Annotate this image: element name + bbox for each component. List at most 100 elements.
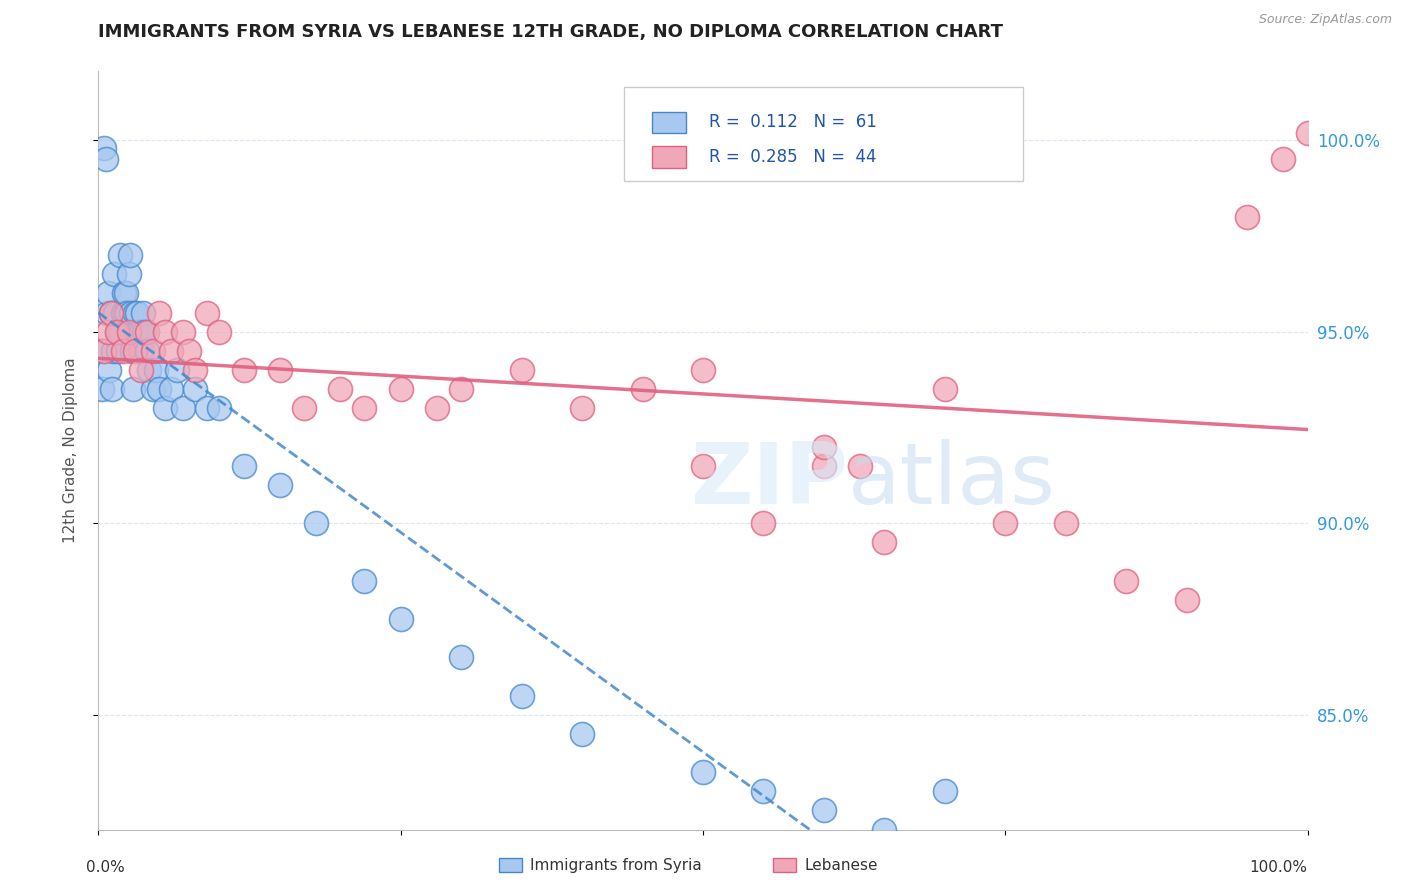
- Text: ZIP: ZIP: [690, 439, 848, 523]
- Point: [91, 343, 114, 358]
- Point: [166, 363, 188, 377]
- Point: [450, 650, 472, 665]
- Point: [108, 248, 131, 262]
- Point: [135, 343, 157, 358]
- Point: [1054, 516, 1077, 531]
- Point: [873, 822, 896, 837]
- Text: 0.0%: 0.0%: [86, 860, 125, 875]
- Point: [160, 343, 183, 358]
- Point: [195, 401, 218, 416]
- Point: [93, 141, 115, 155]
- Point: [118, 325, 141, 339]
- Point: [134, 325, 156, 339]
- Point: [510, 363, 533, 377]
- Point: [93, 343, 115, 358]
- Point: [232, 458, 254, 473]
- Point: [1272, 153, 1295, 167]
- Point: [389, 612, 412, 626]
- Point: [172, 401, 194, 416]
- Point: [292, 401, 315, 416]
- Point: [142, 343, 165, 358]
- Point: [114, 305, 136, 319]
- Text: Immigrants from Syria: Immigrants from Syria: [530, 858, 702, 872]
- Point: [124, 343, 146, 358]
- Point: [94, 153, 117, 167]
- Point: [131, 343, 153, 358]
- Point: [1115, 574, 1137, 588]
- Point: [1236, 210, 1258, 224]
- Point: [195, 305, 218, 319]
- Point: [118, 268, 141, 282]
- Point: [269, 363, 291, 377]
- Point: [184, 363, 207, 377]
- Point: [269, 478, 291, 492]
- Point: [97, 286, 120, 301]
- Point: [571, 727, 593, 741]
- Point: [125, 325, 148, 339]
- Point: [353, 401, 375, 416]
- Point: [103, 268, 125, 282]
- Point: [127, 325, 149, 339]
- Point: [118, 248, 141, 262]
- FancyBboxPatch shape: [652, 112, 686, 133]
- Point: [121, 343, 143, 358]
- Text: atlas: atlas: [848, 439, 1056, 523]
- Point: [813, 440, 835, 454]
- Point: [389, 382, 412, 396]
- Point: [105, 325, 128, 339]
- Point: [129, 363, 152, 377]
- Point: [107, 343, 129, 358]
- Point: [752, 784, 775, 798]
- Point: [692, 765, 714, 780]
- Point: [179, 343, 201, 358]
- Point: [571, 401, 593, 416]
- Point: [100, 305, 122, 319]
- Point: [148, 382, 170, 396]
- Point: [450, 382, 472, 396]
- Point: [305, 516, 328, 531]
- Text: IMMIGRANTS FROM SYRIA VS LEBANESE 12TH GRADE, NO DIPLOMA CORRELATION CHART: IMMIGRANTS FROM SYRIA VS LEBANESE 12TH G…: [98, 23, 1004, 41]
- Point: [208, 401, 231, 416]
- Point: [353, 574, 375, 588]
- Point: [145, 363, 167, 377]
- Point: [100, 382, 122, 396]
- Point: [631, 382, 654, 396]
- Point: [138, 363, 160, 377]
- Point: [101, 343, 124, 358]
- Point: [124, 305, 146, 319]
- Point: [142, 382, 165, 396]
- Point: [111, 343, 134, 358]
- Point: [1175, 592, 1198, 607]
- Point: [329, 382, 352, 396]
- Point: [752, 516, 775, 531]
- Point: [994, 516, 1017, 531]
- Point: [122, 382, 145, 396]
- Point: [184, 382, 207, 396]
- Point: [153, 401, 176, 416]
- Point: [135, 325, 157, 339]
- Point: [91, 382, 114, 396]
- Point: [849, 458, 872, 473]
- Point: [120, 305, 142, 319]
- Point: [115, 286, 138, 301]
- Point: [111, 305, 134, 319]
- Point: [510, 689, 533, 703]
- Point: [172, 325, 194, 339]
- Point: [132, 305, 155, 319]
- Point: [813, 458, 835, 473]
- Text: R =  0.285   N =  44: R = 0.285 N = 44: [709, 148, 876, 166]
- Point: [100, 305, 122, 319]
- Point: [692, 458, 714, 473]
- Point: [128, 343, 150, 358]
- Point: [129, 325, 152, 339]
- Point: [117, 305, 139, 319]
- Point: [153, 325, 176, 339]
- Text: R =  0.112   N =  61: R = 0.112 N = 61: [709, 113, 877, 131]
- Point: [934, 784, 956, 798]
- Point: [1296, 126, 1319, 140]
- Text: Source: ZipAtlas.com: Source: ZipAtlas.com: [1258, 13, 1392, 27]
- Point: [232, 363, 254, 377]
- Point: [127, 305, 149, 319]
- Point: [692, 363, 714, 377]
- Point: [426, 401, 449, 416]
